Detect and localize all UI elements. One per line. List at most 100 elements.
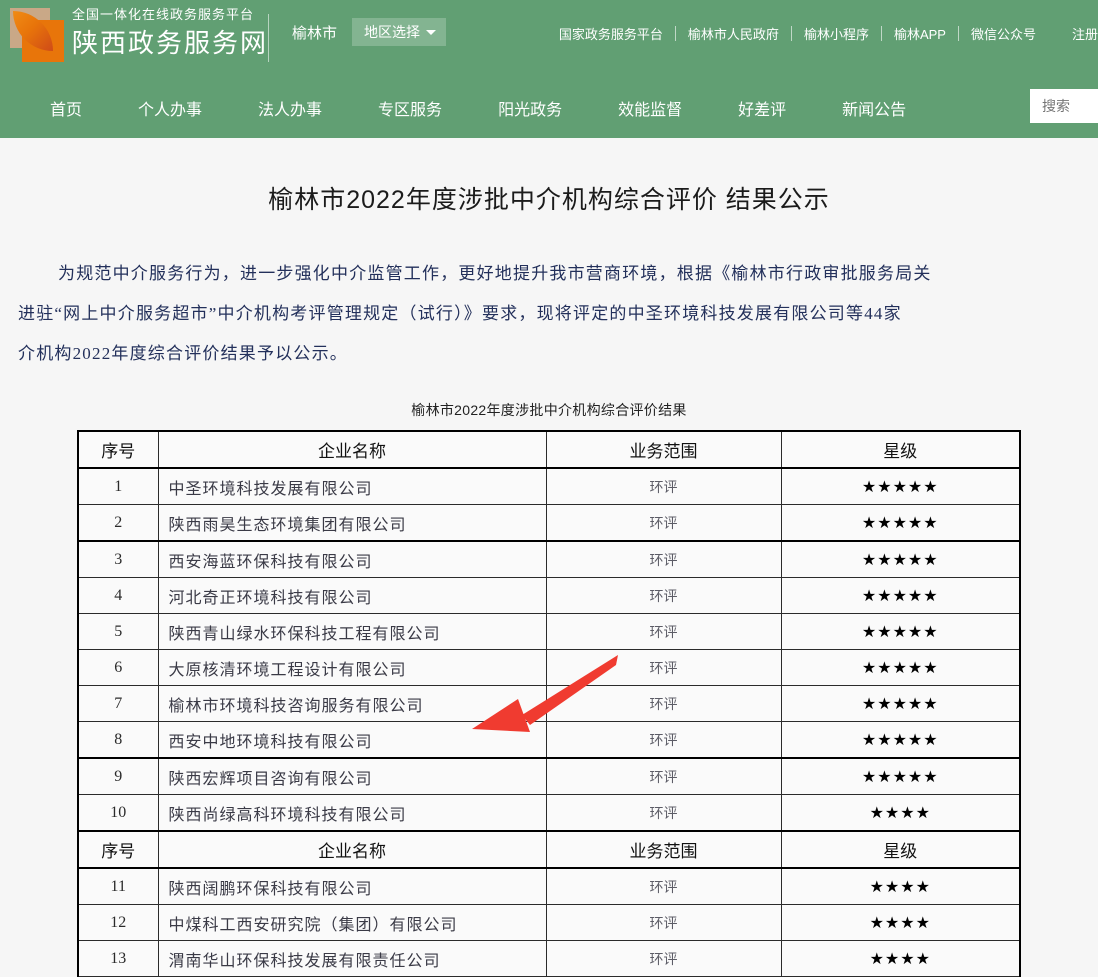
cell-stars: ★★★★★: [780, 613, 1021, 650]
col-header-stars: 星级: [780, 830, 1021, 869]
nav-item-home[interactable]: 首页: [50, 102, 83, 119]
col-header-name: 企业名称: [157, 430, 547, 469]
cell-no: 12: [77, 904, 159, 941]
table-row[interactable]: 6 大原核清环境工程设计有限公司 环评 ★★★★★: [77, 649, 1021, 686]
table-row[interactable]: 11 陕西阔鹏环保科技有限公司 环评 ★★★★: [77, 867, 1021, 905]
cell-no: 11: [77, 867, 159, 905]
cell-stars: ★★★★: [780, 940, 1021, 977]
nav-item-efficiency[interactable]: 效能监督: [618, 102, 683, 119]
cell-stars: ★★★★: [780, 904, 1021, 941]
cell-scope: 环评: [545, 904, 782, 941]
cell-stars: ★★★★★: [780, 467, 1021, 505]
top-link-yulin-miniprogram[interactable]: 榆林小程序: [803, 27, 869, 42]
top-link-yulin-app[interactable]: 榆林APP: [893, 27, 946, 42]
link-separator: [674, 26, 676, 41]
search-input[interactable]: [1040, 97, 1098, 115]
region-select-dropdown[interactable]: 地区选择: [352, 18, 446, 46]
cell-name: 陕西青山绿水环保科技工程有限公司: [157, 613, 547, 650]
col-header-no: 序号: [77, 830, 159, 869]
top-link-wechat-official[interactable]: 微信公众号: [970, 27, 1036, 42]
cell-no: 3: [77, 540, 159, 578]
search-box[interactable]: [1030, 89, 1098, 123]
cell-no: 1: [77, 467, 159, 505]
cell-stars: ★★★★★: [780, 721, 1021, 759]
table-row[interactable]: 7 榆林市环境科技咨询服务有限公司 环评 ★★★★★: [77, 685, 1021, 722]
cell-scope: 环评: [545, 613, 782, 650]
cell-scope: 环评: [545, 685, 782, 722]
body-line-2: 进驻“网上中介服务超市”中介机构考评管理规定（试行）》要求，现将评定的中圣环境科…: [18, 304, 902, 323]
header-top-bar: 全国一体化在线政务服务平台 陕西政务服务网 榆林市 地区选择 国家政务服务平台 …: [0, 0, 1098, 78]
nav-item-zone-service[interactable]: 专区服务: [378, 102, 443, 119]
nav-item-news[interactable]: 新闻公告: [842, 102, 907, 119]
cell-scope: 环评: [545, 540, 782, 578]
nav-item-personal[interactable]: 个人办事: [138, 102, 203, 119]
cell-scope: 环评: [545, 649, 782, 686]
link-separator: [957, 26, 959, 41]
table-header-row-repeat: 序号 企业名称 业务范围 星级: [77, 830, 1021, 869]
cell-no: 8: [77, 721, 159, 759]
table-row[interactable]: 9 陕西宏辉项目咨询有限公司 环评 ★★★★★: [77, 757, 1021, 795]
header-divider: [268, 14, 269, 62]
cell-stars: ★★★★: [780, 794, 1021, 832]
main-navigation: 首页 个人办事 法人办事 专区服务 阳光政务 效能监督 好差评 新闻公告: [0, 78, 1098, 138]
brand-title: 陕西政务服务网: [72, 28, 269, 58]
nav-item-review[interactable]: 好差评: [738, 102, 787, 119]
cell-no: 7: [77, 685, 159, 722]
col-header-scope: 业务范围: [545, 830, 782, 869]
nav-item-sunshine-gov[interactable]: 阳光政务: [498, 102, 563, 119]
current-city-label: 榆林市: [292, 25, 338, 42]
table-row[interactable]: 8 西安中地环境科技有限公司 环评 ★★★★★: [77, 721, 1021, 759]
cell-scope: 环评: [545, 757, 782, 795]
body-line-1: 为规范中介服务行为，进一步强化中介监管工作，更好地提升我市营商环境，根据《榆林市…: [58, 264, 932, 283]
cell-stars: ★★★★★: [780, 540, 1021, 578]
link-separator: [790, 26, 792, 41]
cell-stars: ★★★★★: [780, 577, 1021, 614]
cell-scope: 环评: [545, 504, 782, 542]
cell-stars: ★★★★★: [780, 685, 1021, 722]
register-link[interactable]: 注册: [1071, 27, 1098, 42]
cell-scope: 环评: [545, 467, 782, 505]
table-caption: 榆林市2022年度涉批中介机构综合评价结果: [411, 402, 687, 418]
cell-name: 陕西尚绿高科环境科技有限公司: [157, 794, 547, 832]
cell-scope: 环评: [545, 940, 782, 977]
cell-name: 榆林市环境科技咨询服务有限公司: [157, 685, 547, 722]
site-logo-icon[interactable]: [8, 6, 66, 64]
cell-name: 中煤科工西安研究院（集团）有限公司: [157, 904, 547, 941]
cell-stars: ★★★★★: [780, 649, 1021, 686]
top-link-national-platform[interactable]: 国家政务服务平台: [558, 27, 663, 42]
cell-name: 陕西阔鹏环保科技有限公司: [157, 867, 547, 905]
top-link-yulin-government[interactable]: 榆林市人民政府: [687, 27, 779, 42]
cell-stars: ★★★★★: [780, 504, 1021, 542]
table-row[interactable]: 1 中圣环境科技发展有限公司 环评 ★★★★★: [77, 467, 1021, 505]
brand-subtitle: 全国一体化在线政务服务平台: [72, 7, 255, 22]
page-title: 榆林市2022年度涉批中介机构综合评价 结果公示: [268, 186, 830, 214]
table-row[interactable]: 4 河北奇正环境科技有限公司 环评 ★★★★★: [77, 577, 1021, 614]
site-header: 全国一体化在线政务服务平台 陕西政务服务网 榆林市 地区选择 国家政务服务平台 …: [0, 0, 1098, 138]
cell-scope: 环评: [545, 867, 782, 905]
cell-no: 5: [77, 613, 159, 650]
cell-name: 陕西宏辉项目咨询有限公司: [157, 757, 547, 795]
cell-no: 2: [77, 504, 159, 542]
chevron-down-icon: [426, 30, 436, 35]
nav-item-legal-entity[interactable]: 法人办事: [258, 102, 323, 119]
table-row[interactable]: 3 西安海蓝环保科技有限公司 环评 ★★★★★: [77, 540, 1021, 578]
cell-name: 渭南华山环保科技发展有限责任公司: [157, 940, 547, 977]
cell-stars: ★★★★★: [780, 757, 1021, 795]
header-quick-links: 国家政务服务平台 榆林市人民政府 榆林小程序 榆林APP 微信公众号 注册: [547, 24, 1098, 43]
cell-no: 10: [77, 794, 159, 832]
table-row[interactable]: 5 陕西青山绿水环保科技工程有限公司 环评 ★★★★★: [77, 613, 1021, 650]
table-row[interactable]: 10 陕西尚绿高科环境科技有限公司 环评 ★★★★: [77, 794, 1021, 832]
site-brand: 全国一体化在线政务服务平台 陕西政务服务网: [72, 4, 268, 60]
table-row[interactable]: 12 中煤科工西安研究院（集团）有限公司 环评 ★★★★: [77, 904, 1021, 941]
cell-no: 6: [77, 649, 159, 686]
cell-name: 陕西雨昊生态环境集团有限公司: [157, 504, 547, 542]
col-header-no: 序号: [77, 430, 159, 469]
cell-scope: 环评: [545, 577, 782, 614]
table-row[interactable]: 2 陕西雨昊生态环境集团有限公司 环评 ★★★★★: [77, 504, 1021, 542]
table-row[interactable]: 13 渭南华山环保科技发展有限责任公司 环评 ★★★★: [77, 940, 1021, 977]
article-body: 为规范中介服务行为，进一步强化中介监管工作，更好地提升我市营商环境，根据《榆林市…: [0, 254, 1098, 374]
evaluation-results-table: 序号 企业名称 业务范围 星级 1 中圣环境科技发展有限公司 环评 ★★★★★ …: [77, 430, 1021, 977]
table-body: 序号 企业名称 业务范围 星级 1 中圣环境科技发展有限公司 环评 ★★★★★ …: [77, 430, 1021, 977]
cell-scope: 环评: [545, 721, 782, 759]
cell-no: 9: [77, 757, 159, 795]
